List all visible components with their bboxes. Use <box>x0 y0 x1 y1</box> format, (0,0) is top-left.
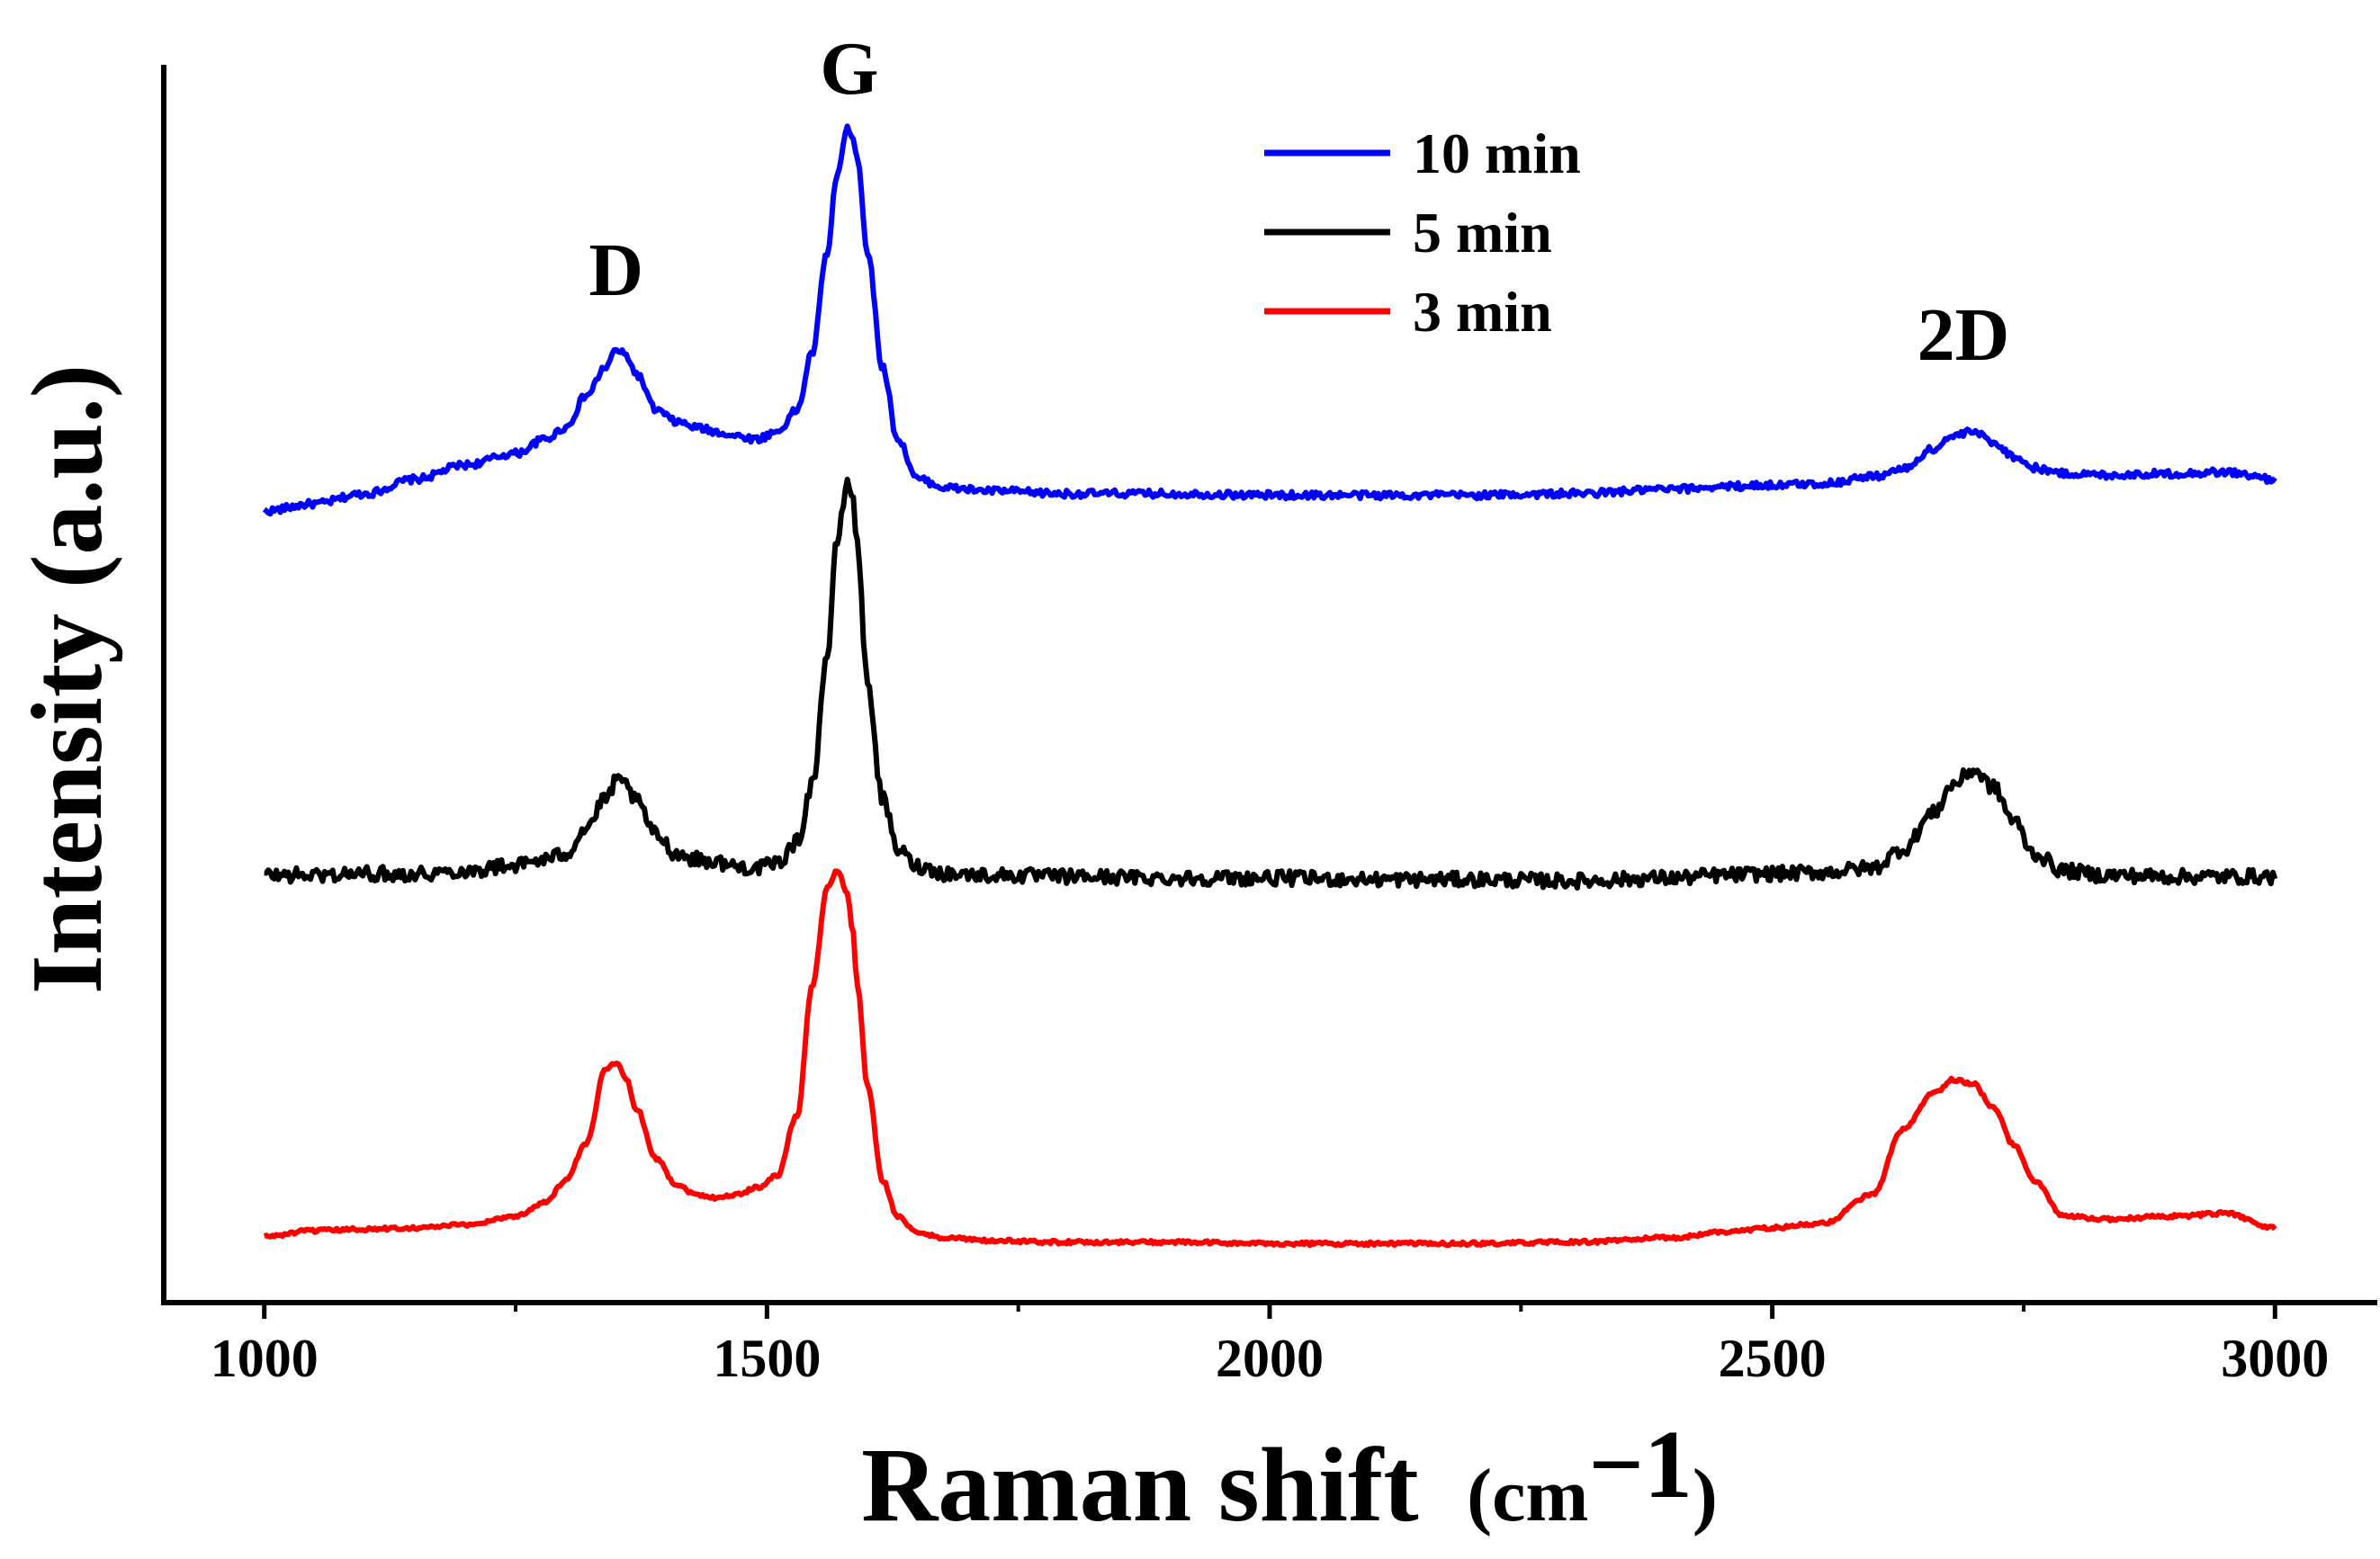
peak-label-2D: 2D <box>1917 293 2010 377</box>
x-tick-marks <box>262 1303 2277 1319</box>
x-tick-labels: 1000 1500 2000 2500 3000 <box>211 1329 2330 1388</box>
legend-label-5-min: 5 min <box>1413 201 1552 264</box>
series-lines <box>262 123 2278 1249</box>
y-axis-title: Intensity (a.u.) <box>12 364 123 994</box>
x-tick-label-1500: 1500 <box>713 1329 821 1388</box>
x-tick-label-1000: 1000 <box>211 1329 319 1388</box>
x-axis-title-main: Raman shift <box>861 1426 1419 1544</box>
peak-label-D: D <box>588 228 643 312</box>
x-tick-label-2500: 2500 <box>1719 1329 1827 1388</box>
peak-annotations: D G 2D <box>588 27 2009 377</box>
legend-label-3-min: 3 min <box>1413 280 1552 344</box>
x-axis-unit-open: (cm <box>1467 1454 1588 1537</box>
x-axis-title: Raman shift (cm−1) <box>861 1411 1718 1544</box>
x-axis-unit-close: ) <box>1693 1454 1718 1537</box>
legend: 10 min 5 min 3 min <box>1264 121 1581 344</box>
series-line-10-min <box>262 123 2277 517</box>
x-tick-label-3000: 3000 <box>2221 1329 2329 1388</box>
series-line-5-min <box>264 476 2278 891</box>
legend-label-10-min: 10 min <box>1413 121 1581 185</box>
series-line-3-min <box>263 868 2277 1249</box>
peak-label-G: G <box>820 27 878 111</box>
x-axis-unit-exponent: −1 <box>1588 1411 1693 1519</box>
x-tick-label-2000: 2000 <box>1216 1329 1324 1388</box>
